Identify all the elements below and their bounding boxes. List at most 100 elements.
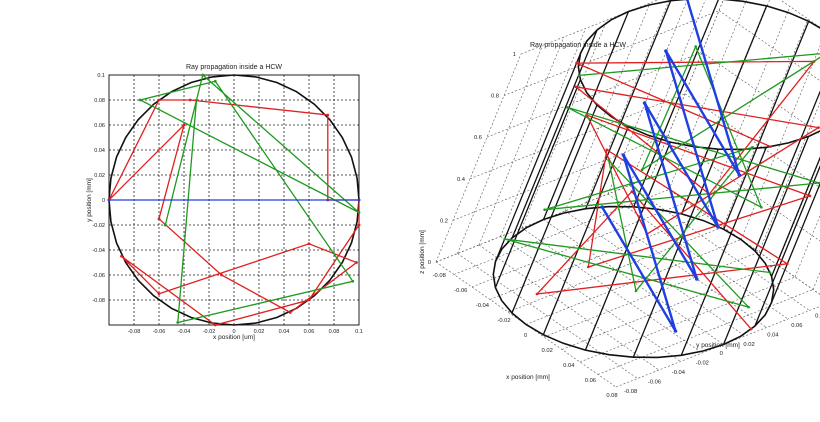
ray-point [157,292,161,296]
ray-3d-blue [601,0,741,332]
y-tick-label-3d: 0.08 [815,313,820,319]
grid-line-3d [758,101,820,253]
grid-line-3d [579,276,796,363]
x-tick-label: 0 [232,329,235,335]
ray-point-3d [605,148,609,152]
chart-3d-z-ticks: 1 0.8 0.6 0.4 0.2 0 [428,52,516,266]
y-tick-label-3d: 0.02 [743,342,754,348]
ray-point-3d [543,208,546,211]
ray-point-3d [769,145,772,148]
ray-point [355,261,358,264]
grid-line-3d [469,93,686,180]
cylinder-edge [770,182,820,303]
y-tick-label-3d: 0.06 [791,323,802,329]
grid-line-3d [525,239,742,325]
ray-point-3d [817,126,820,129]
y-tick-label: 0.02 [94,173,105,179]
ray-point-3d [673,329,678,333]
ray-point-3d [749,327,753,331]
cylinder-edge [633,0,719,208]
ray-point [126,261,130,264]
ray-point [157,217,161,221]
y-tick-label-3d: -0.02 [696,361,709,367]
ray-point [288,311,292,314]
chart-3d-x-axis-label: x position [mm] [506,374,550,381]
ray-point-3d [640,168,644,171]
chart-3d: Ray propagation inside a HCW -0.08-0.06-… [419,0,820,399]
y-tick-label-3d: 0.04 [767,332,779,338]
ray-point-3d [808,194,812,198]
y-tick-label-3d: -0.06 [648,380,661,386]
ray-point [201,73,205,77]
ray-point [107,198,111,202]
z-tick-label-3d: 1 [513,52,516,58]
grid-line-3d [543,251,760,338]
ray-point-3d [535,292,539,296]
cylinder-edge [494,79,582,288]
z-tick-label-3d: 0.6 [474,135,482,141]
ray-point [220,273,223,277]
chart-2d: Ray propagation inside a HCW -0.08 -0.06-… [86,64,363,341]
grid-line-3d [704,6,791,215]
ray-point-3d [694,45,697,48]
x-tick-label-3d: 0.02 [542,348,553,354]
ray-point [357,198,361,202]
x-tick-label: -0.04 [178,329,191,335]
grid-line-3d [629,0,706,186]
grid-line-3d [629,185,810,311]
grid-line-3d [686,0,770,203]
chart-2d-y-ticks: 0.1 0.08 0.06 0.04 0.02 0 -0.02 -0.04 -0.06 -0.08 [92,73,105,304]
grid-line-3d [486,51,703,138]
x-tick-label-3d: 0 [524,333,527,339]
cylinder-edge [494,53,582,262]
grid-line-3d [586,0,670,203]
ray-point [213,323,217,327]
ray-point-3d [578,74,581,77]
grid-line-3d [740,45,820,240]
cylinder-bottom-ring [492,205,775,359]
ray-point [157,98,161,102]
grid-line-3d [780,0,820,28]
ray-point-3d [630,190,634,193]
z-tick-label-3d: 0 [428,260,431,266]
grid-line-3d [607,193,789,320]
grid-line-3d [684,93,820,188]
ray-point [163,223,167,227]
chart-3d-x-ticks: -0.08 -0.06 -0.04 -0.02 0 0.02 0.04 0.06 0.08 [433,273,618,399]
grid-line-3d [718,10,820,82]
chart-3d-y-axis-label: y position [mm] [696,342,740,349]
ray-point [357,223,361,227]
ray-point [351,279,355,283]
y-tick-label-3d: 0 [720,351,723,357]
grid-line-3d [453,189,670,275]
grid-line-3d [478,244,660,371]
ray-point [307,242,311,246]
ray-point-3d [747,305,750,309]
ray-point-3d [642,101,647,105]
ray-point-3d [737,173,742,177]
ray-point-3d [587,265,590,269]
y-tick-label: 0.06 [94,123,105,129]
x-tick-label-3d: -0.08 [433,273,446,279]
cylinder-edge [754,164,820,327]
x-tick-label: -0.06 [153,329,166,335]
y-tick-label: -0.04 [92,248,105,254]
cylinder-edge [680,147,767,356]
grid-line-3d [521,19,608,229]
x-tick-label: -0.02 [203,329,216,335]
grid-line-3d [435,53,522,263]
chart-2d-x-axis-label: x position [um] [213,334,255,341]
ray-point-3d [575,61,578,65]
ray-point-3d [503,237,507,241]
chart-2d-x-ticks: -0.08 -0.06 -0.04 -0.02 0 0.02 0.04 0.06 0.08 0.1 [128,329,363,335]
ray-point [326,113,330,117]
ray-point [213,79,217,83]
x-tick-label: -0.08 [128,329,141,335]
ray-3d-green [504,44,820,309]
grid-line-3d [586,202,767,328]
chart-2d-y-axis-label: y position [mm] [86,178,93,222]
ray-point [138,98,142,102]
x-tick-label-3d: 0.06 [585,378,596,384]
